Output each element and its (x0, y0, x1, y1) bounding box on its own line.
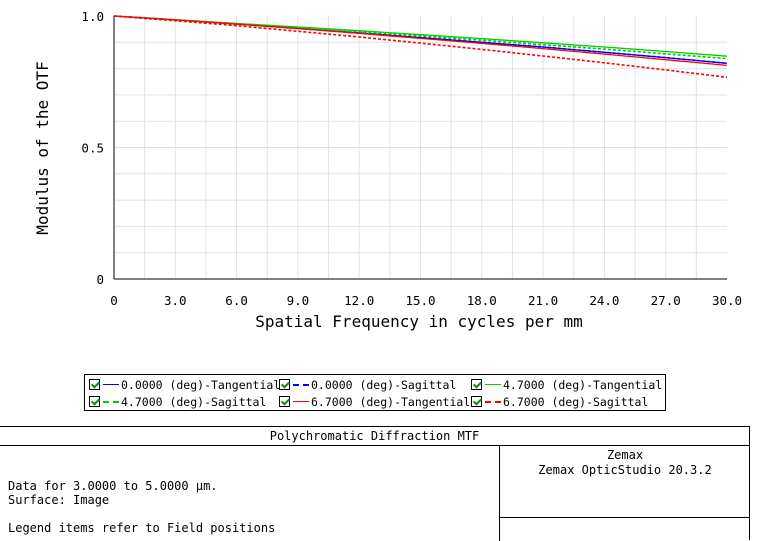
legend-checkbox[interactable] (279, 379, 290, 390)
series-line-4 (113, 15, 728, 67)
chart-legend: 0.0000 (deg)-Tangential 0.0000 (deg)-Sag… (84, 374, 666, 411)
legend-label: 0.0000 (deg)-Tangential (121, 377, 281, 392)
x-axis-label: Spatial Frequency in cycles per mm (255, 312, 583, 331)
legend-checkbox[interactable] (89, 379, 100, 390)
x-tick-label: 30.0 (712, 293, 742, 308)
x-tick-label: 15.0 (405, 293, 435, 308)
x-tick-label: 9.0 (287, 293, 310, 308)
legend-item[interactable]: 4.7000 (deg)-Tangential (471, 376, 662, 393)
x-tick-label: 0 (110, 293, 118, 308)
legend-swatch (485, 400, 501, 403)
info-panel: Polychromatic Diffraction MTF Data for 3… (0, 426, 750, 541)
surface-line: Surface: Image (8, 493, 110, 507)
legend-checkbox[interactable] (279, 396, 290, 407)
legend-swatch (293, 401, 309, 402)
y-tick-label: 0.5 (81, 141, 104, 156)
x-tick-label: 21.0 (528, 293, 558, 308)
legend-checkbox[interactable] (471, 396, 482, 407)
legend-swatch (293, 383, 309, 386)
legend-label: 4.7000 (deg)-Sagittal (121, 394, 267, 409)
legend-swatch (103, 384, 119, 385)
x-tick-label: 24.0 (589, 293, 619, 308)
legend-label: 6.7000 (deg)-Sagittal (503, 394, 649, 409)
legend-checkbox[interactable] (471, 379, 482, 390)
y-tick-label: 1.0 (81, 9, 104, 24)
legend-note: Legend items refer to Field positions (8, 521, 276, 535)
x-tick-label: 12.0 (344, 293, 374, 308)
series-line-5 (113, 15, 728, 79)
legend-checkbox[interactable] (89, 396, 100, 407)
x-tick-label: 3.0 (164, 293, 187, 308)
data-wavelength-line: Data for 3.0000 to 5.0000 µm. (8, 479, 218, 493)
legend-swatch (103, 400, 119, 403)
legend-item[interactable]: 6.7000 (deg)-Tangential (279, 393, 470, 410)
legend-label: 6.7000 (deg)-Tangential (311, 394, 471, 409)
chart-grid (114, 16, 727, 279)
company-name: Zemax (606, 448, 644, 462)
legend-item[interactable]: 0.0000 (deg)-Tangential (89, 376, 280, 393)
legend-label: 0.0000 (deg)-Sagittal (311, 377, 457, 392)
legend-item[interactable]: 0.0000 (deg)-Sagittal (279, 376, 456, 393)
legend-item[interactable]: 4.7000 (deg)-Sagittal (89, 393, 266, 410)
x-tick-label: 6.0 (225, 293, 248, 308)
chart-ticks: 0 3.0 6.0 9.0 12.0 15.0 18.0 21.0 24.0 27.0 30.0 0 0… (81, 9, 742, 308)
product-box: Zemax Zemax OpticStudio 20.3.2 (500, 446, 750, 518)
x-tick-label: 18.0 (467, 293, 497, 308)
legend-label: 4.7000 (deg)-Tangential (503, 377, 663, 392)
chart-series (113, 15, 728, 79)
mtf-chart: 0 3.0 6.0 9.0 12.0 15.0 18.0 21.0 24.0 27.0 30.0 0 0… (33, 9, 742, 331)
legend-item[interactable]: 6.7000 (deg)-Sagittal (471, 393, 648, 410)
product-name: Zemax OpticStudio 20.3.2 (538, 463, 712, 477)
y-tick-label: 0 (96, 272, 104, 287)
y-axis-label: Modulus of the OTF (33, 61, 52, 234)
info-title: Polychromatic Diffraction MTF (0, 427, 749, 446)
legend-swatch (485, 384, 501, 385)
info-right-panel: Zemax Zemax OpticStudio 20.3.2 (499, 446, 750, 541)
chart-axes (113, 16, 727, 280)
x-tick-label: 27.0 (651, 293, 681, 308)
